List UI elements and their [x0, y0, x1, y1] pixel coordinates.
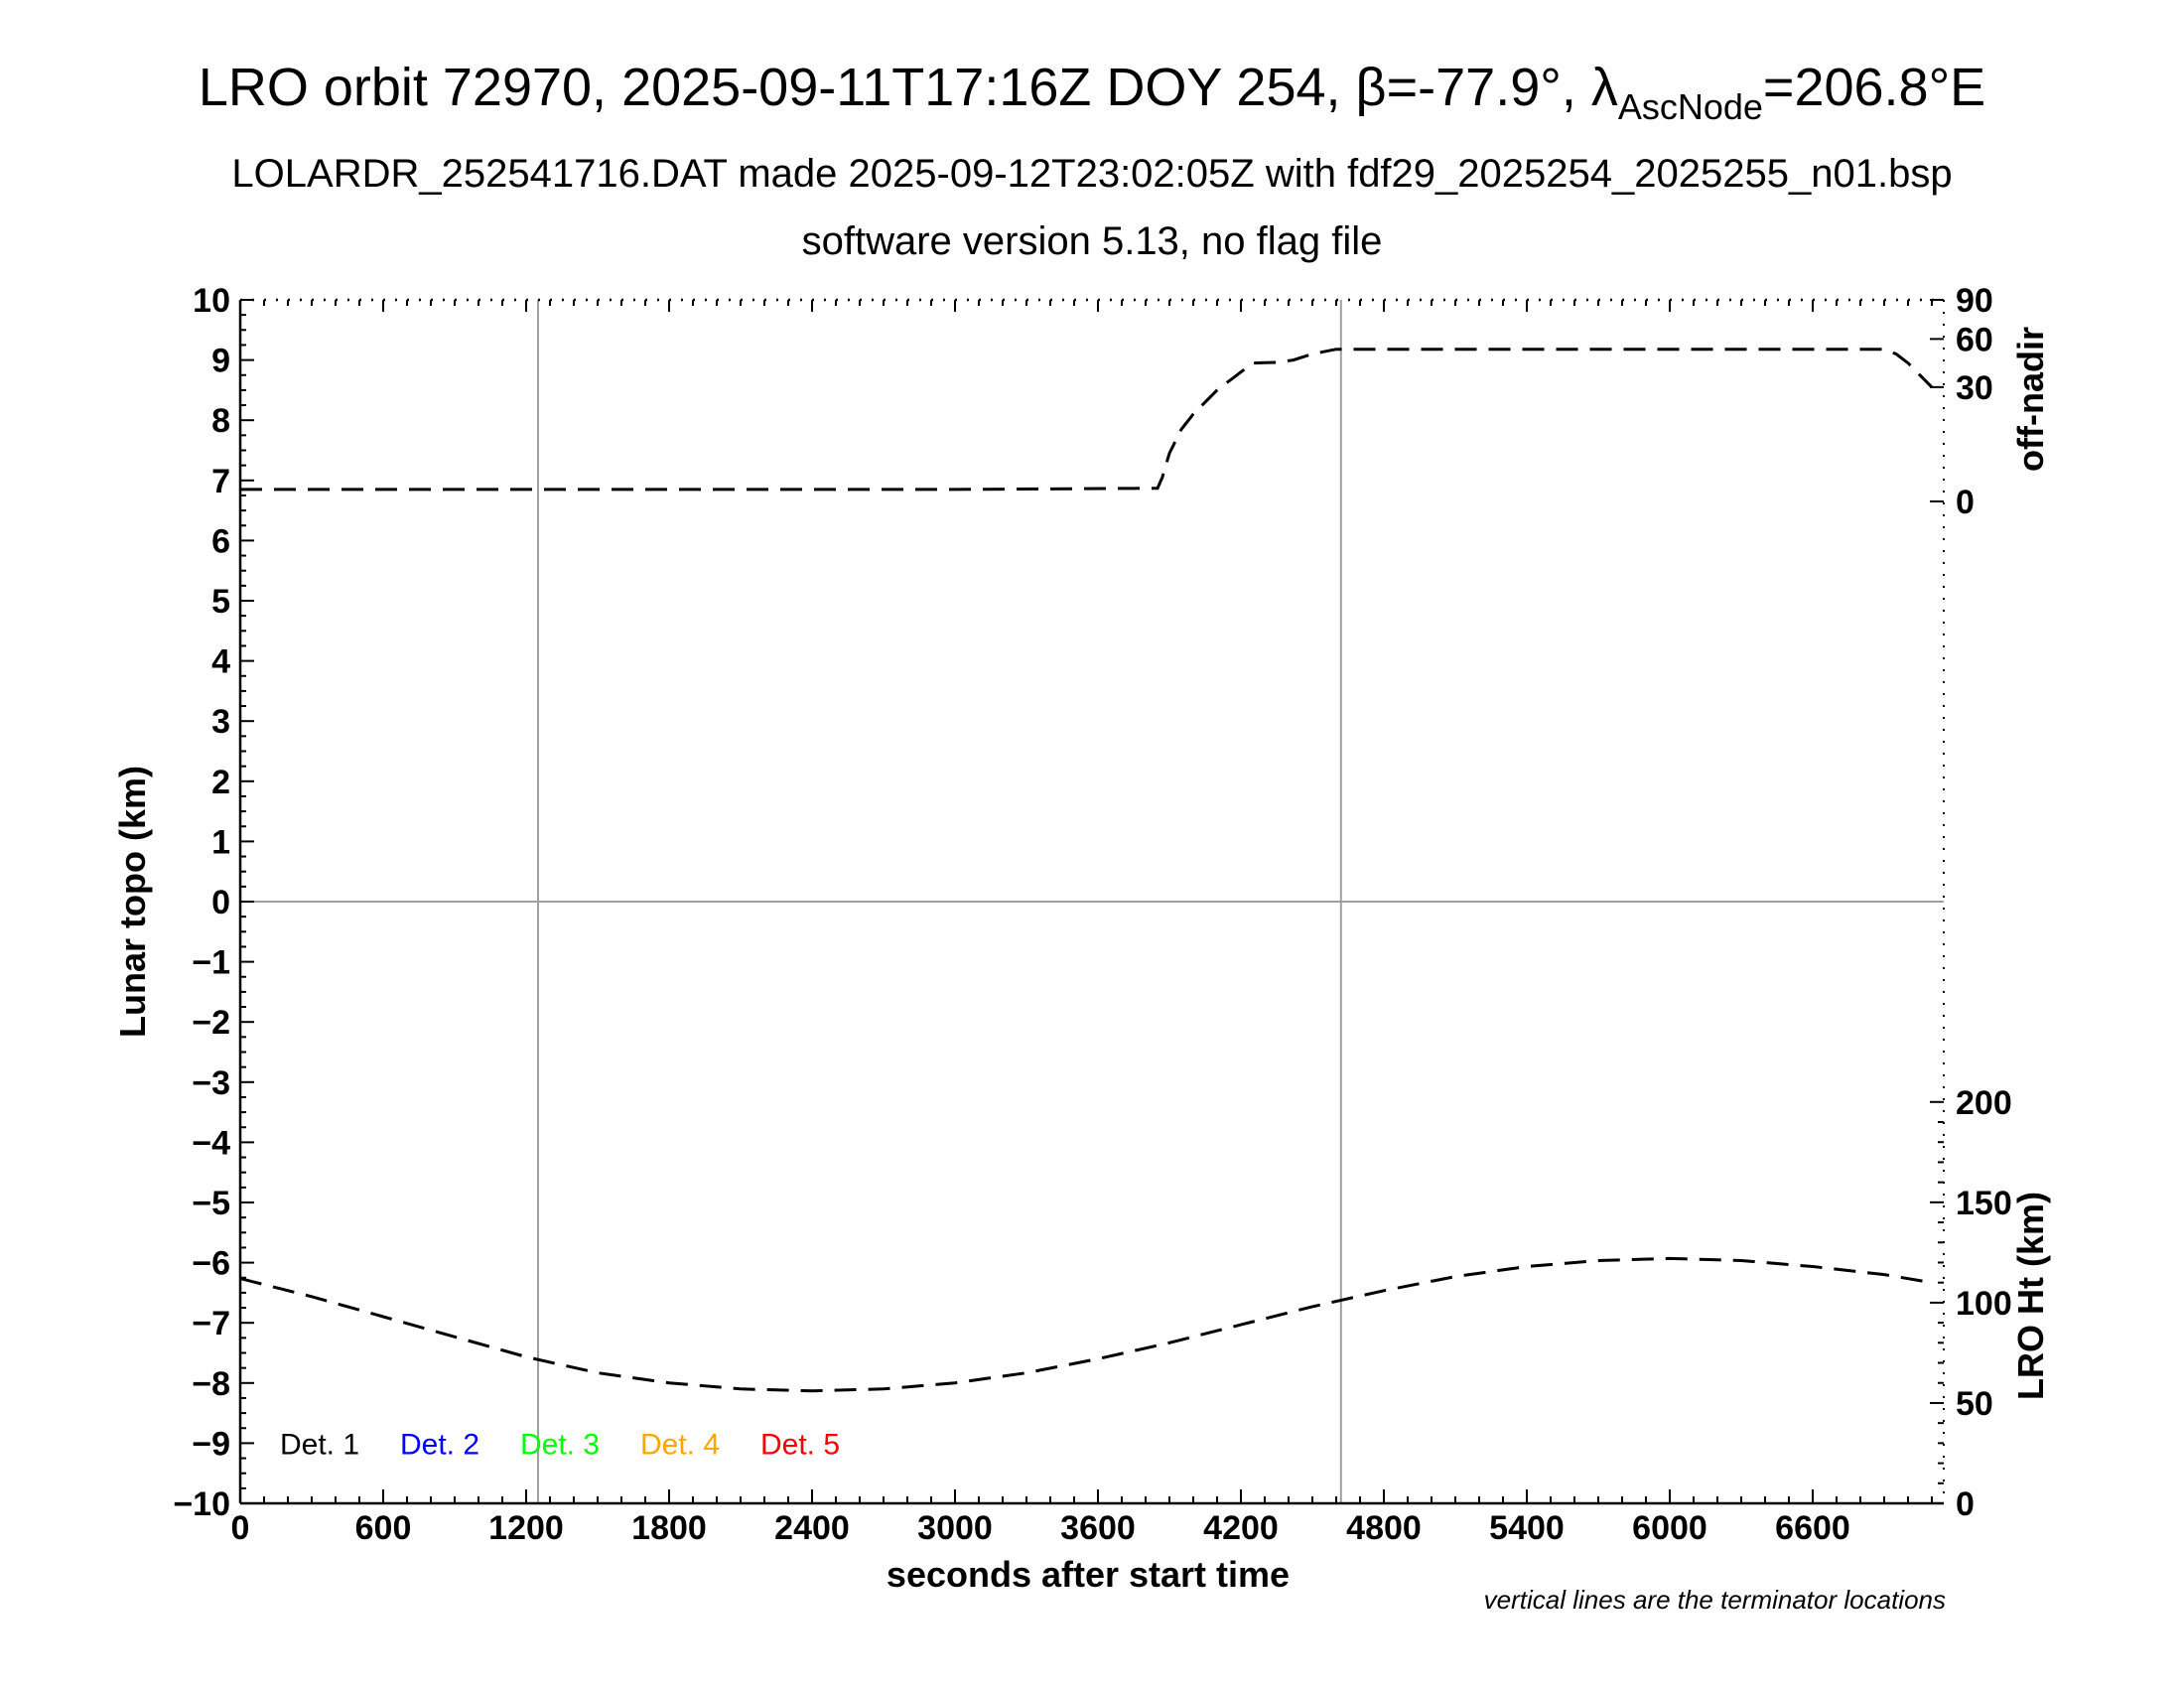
x-tick-label: 3600 — [1060, 1509, 1136, 1547]
x-tick-label: 4200 — [1203, 1509, 1279, 1547]
y-tick-label: 5 — [211, 583, 230, 621]
legend-item-det-5: Det. 5 — [760, 1428, 840, 1461]
y-axis-label: Lunar topo (km) — [112, 766, 153, 1038]
y-tick-label: −7 — [192, 1305, 230, 1342]
series-group — [239, 348, 1934, 1393]
off-nadir-axis-label: off-nadir — [2010, 327, 2051, 472]
y-tick-label: −4 — [192, 1124, 230, 1162]
legend-item-det-1: Det. 1 — [280, 1428, 359, 1461]
x-axis-label: seconds after start time — [887, 1554, 1290, 1595]
off-nadir-tick-label: 30 — [1956, 369, 1993, 407]
chart-title: LRO orbit 72970, 2025-09-11T17:16Z DOY 2… — [199, 58, 1985, 127]
x-tick-label: 600 — [355, 1509, 412, 1547]
height-tick-label: 0 — [1956, 1485, 1975, 1523]
y-tick-label: −2 — [192, 1004, 230, 1042]
lro-height-line — [239, 1256, 1933, 1393]
height-tick-label: 200 — [1956, 1084, 2012, 1122]
x-tick-label: 3000 — [917, 1509, 993, 1547]
height-tick-label: 50 — [1956, 1385, 1993, 1423]
legend-item-det-2: Det. 2 — [400, 1428, 479, 1461]
y-tick-label: 9 — [211, 343, 230, 380]
x-tick-label: 0 — [231, 1509, 250, 1547]
y-tick-label: −5 — [192, 1185, 230, 1222]
height-axis-label: LRO Ht (km) — [2010, 1192, 2051, 1400]
terminator-note: vertical lines are the terminator locati… — [1484, 1585, 1946, 1615]
height-tick-label: 150 — [1956, 1185, 2012, 1222]
legend: Det. 1 Det. 2 Det. 3 Det. 4 Det. 5 — [280, 1428, 840, 1461]
y-tick-label: 3 — [211, 703, 230, 741]
y-tick-label: −6 — [192, 1245, 230, 1283]
off-nadir-tick-label: 0 — [1956, 484, 1975, 521]
off-nadir-tick-label: 60 — [1956, 321, 1993, 358]
x-tick-label: 2400 — [774, 1509, 850, 1547]
y-tick-label: −9 — [192, 1425, 230, 1463]
gridlines — [240, 300, 1944, 1503]
y-tick-label: 10 — [193, 282, 230, 320]
legend-item-det-4: Det. 4 — [640, 1428, 720, 1461]
off-nadir-tick-label: 90 — [1956, 282, 1993, 320]
x-tick-label: 6000 — [1632, 1509, 1707, 1547]
x-tick-label: 1200 — [488, 1509, 564, 1547]
y-tick-label: 2 — [211, 764, 230, 801]
x-tick-label: 5400 — [1489, 1509, 1565, 1547]
y-tick-label: 7 — [211, 463, 230, 500]
y-tick-label: 8 — [211, 402, 230, 440]
y-tick-label: −1 — [192, 944, 230, 982]
height-tick-label: 100 — [1956, 1285, 2012, 1323]
legend-item-det-3: Det. 3 — [520, 1428, 600, 1461]
y-tick-label: 0 — [211, 884, 230, 921]
y-tick-label: 1 — [211, 823, 230, 861]
x-axis: 0 600 1200 1800 2400 3000 3600 4200 4800 5400 6000… — [231, 300, 1933, 1547]
x-tick-label: 6600 — [1775, 1509, 1850, 1547]
chart-subtitle-2: software version 5.13, no flag file — [802, 219, 1383, 263]
y-tick-label: 4 — [211, 643, 230, 681]
y-tick-label: −10 — [173, 1485, 230, 1523]
off-nadir-line — [240, 348, 1934, 492]
y-tick-label: 6 — [211, 522, 230, 560]
y-tick-label: −3 — [192, 1064, 230, 1102]
x-tick-label: 4800 — [1346, 1509, 1422, 1547]
x-tick-label: 1800 — [631, 1509, 707, 1547]
y-tick-label: −8 — [192, 1365, 230, 1403]
chart-subtitle: LOLARDR_252541716.DAT made 2025-09-12T23… — [231, 152, 1952, 196]
